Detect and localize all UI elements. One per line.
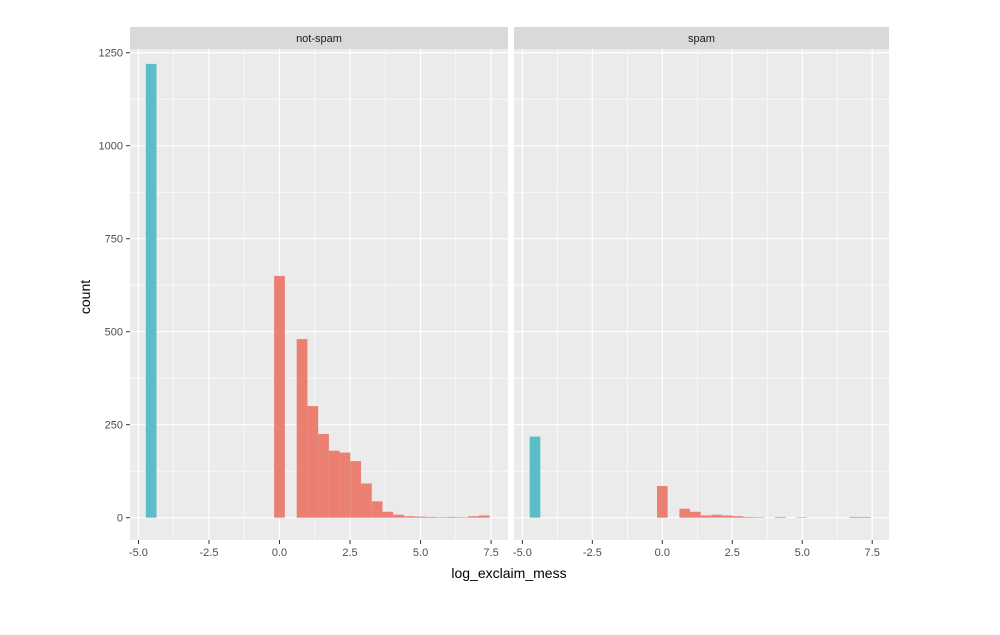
x-tick-label: -5.0: [129, 547, 148, 559]
x-tick-label: 7.5: [865, 547, 880, 559]
histogram-bar: [318, 433, 329, 518]
histogram-bar: [732, 516, 744, 518]
y-tick-label: 500: [105, 327, 123, 339]
histogram-bar: [328, 450, 340, 518]
facet-strip-label: not-spam: [296, 33, 342, 45]
x-tick-label: -2.5: [200, 547, 219, 559]
histogram-bar: [145, 63, 157, 518]
histogram-bar: [679, 508, 691, 518]
histogram-bar: [425, 516, 437, 518]
y-tick-label: 750: [105, 234, 123, 246]
histogram-bar: [468, 516, 479, 518]
x-tick-label: 7.5: [483, 547, 498, 559]
y-tick-label: 1250: [99, 48, 123, 60]
histogram-bar: [361, 483, 372, 518]
histogram-bar: [478, 515, 490, 518]
x-tick-label: 5.0: [795, 547, 810, 559]
x-tick-label: 0.0: [655, 547, 670, 559]
histogram-bar: [371, 501, 383, 518]
histogram-bar: [274, 275, 285, 518]
histogram-bar: [457, 517, 469, 518]
histogram-bar: [414, 516, 426, 518]
x-tick-label: -5.0: [513, 547, 532, 559]
histogram-bar: [403, 516, 415, 518]
panel-background: [514, 49, 889, 540]
x-axis-title: log_exclaim_mess: [451, 565, 566, 581]
histogram-bar: [753, 517, 765, 518]
histogram-bar: [849, 516, 861, 518]
facet-strip-spam: [514, 27, 889, 49]
facet-strip-not-spam: [130, 27, 508, 49]
histogram-bar: [393, 514, 404, 518]
histogram-bar: [657, 486, 668, 518]
x-tick-label: 0.0: [272, 547, 287, 559]
y-tick-label: 250: [105, 420, 123, 432]
x-tick-label: 2.5: [342, 547, 357, 559]
y-tick-label: 0: [117, 513, 123, 525]
y-tick-label: 1000: [99, 141, 123, 153]
histogram-bar: [743, 516, 754, 518]
histogram-bar: [307, 406, 319, 518]
histogram-bar: [796, 517, 808, 518]
histogram-bar: [721, 515, 733, 518]
histogram-bar: [350, 461, 362, 518]
facet-strip-label: spam: [688, 33, 715, 45]
histogram-bar: [690, 511, 701, 518]
facet-panel-spam: spam -5.0 -2.5 0.0 2.5 5.0 7.5: [513, 27, 889, 559]
histogram-bar: [711, 514, 722, 518]
panels-layer: not-spam -5.0 -2.5 0.0 2.5 5.0 7.5 spam -5.0 -2.5…: [129, 27, 889, 559]
histogram-bar: [296, 339, 308, 518]
histogram-bar: [446, 516, 458, 518]
facet-panel-not-spam: not-spam -5.0 -2.5 0.0 2.5 5.0 7.5: [129, 27, 508, 559]
y-axis: 0 250 500 750 1000 1250: [99, 48, 130, 525]
x-tick-label: 5.0: [413, 547, 428, 559]
histogram-bar: [382, 511, 394, 518]
x-tick-label: -2.5: [583, 547, 602, 559]
histogram-bar: [775, 516, 786, 518]
x-tick-label: 2.5: [725, 547, 740, 559]
histogram-bar: [529, 436, 541, 518]
histogram-bar: [860, 516, 871, 518]
histogram-bar: [700, 515, 712, 518]
histogram-bar: [339, 452, 351, 518]
y-axis-title: count: [77, 280, 93, 314]
histogram-bar: [436, 517, 447, 518]
